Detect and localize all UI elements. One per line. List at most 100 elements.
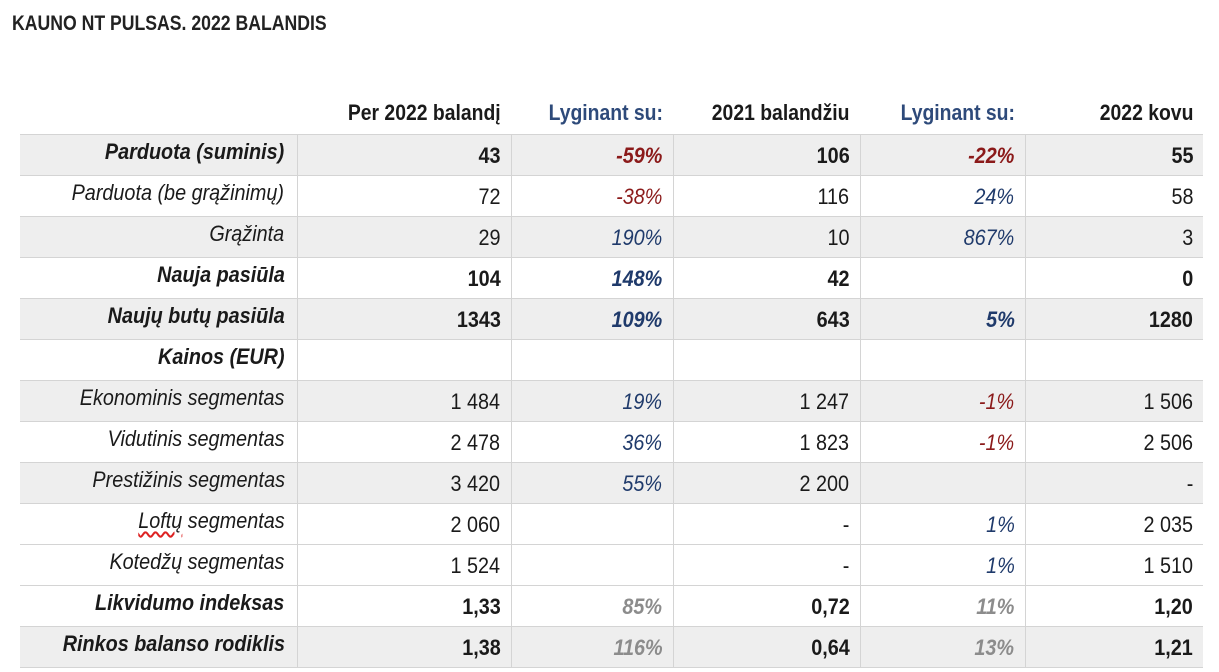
row-label: Vidutinis segmentas: [20, 421, 297, 463]
table-row: Ekonominis segmentas 1 484 19% 1 247 -1%…: [20, 380, 1203, 422]
row-label: Kainos (EUR): [20, 339, 297, 381]
header-2022-march: 2022 kovu: [1099, 100, 1193, 125]
value-2021-april: 643: [672, 298, 860, 340]
row-label: Kotedžų segmentas: [20, 544, 297, 586]
value-2022-april: 29: [296, 216, 511, 258]
change-vs-2021: 109%: [510, 298, 673, 340]
table-row: Nauja pasiūla 104 148% 42 0: [20, 257, 1203, 299]
table-row: Loftų segmentas 2 060 - 1% 2 035: [20, 503, 1203, 545]
change-vs-2021: 148%: [510, 257, 673, 299]
row-label: Prestižinis segmentas: [20, 462, 297, 504]
table-row: Prestižinis segmentas 3 420 55% 2 200 -: [20, 462, 1203, 504]
table-row: Kotedžų segmentas 1 524 - 1% 1 510: [20, 544, 1203, 586]
value-2021-april: [672, 339, 860, 381]
value-2022-march: 1,21: [1024, 626, 1203, 668]
value-2022-april: 72: [296, 175, 511, 217]
value-2021-april: 106: [672, 134, 860, 176]
change-vs-march: 1%: [859, 544, 1025, 586]
row-label: Grąžinta: [20, 216, 297, 258]
value-2022-april: [296, 339, 511, 381]
row-label: Loftų segmentas: [20, 503, 297, 545]
value-2022-april: 2 478: [296, 421, 511, 463]
change-vs-march: -22%: [859, 134, 1025, 176]
change-vs-march: 867%: [859, 216, 1025, 258]
value-2021-april: 2 200: [672, 462, 860, 504]
value-2022-april: 43: [296, 134, 511, 176]
value-2021-april: 1 247: [672, 380, 860, 422]
value-2021-april: 42: [672, 257, 860, 299]
change-vs-2021: [510, 339, 673, 381]
table-row: Kainos (EUR): [20, 339, 1203, 381]
value-2022-march: 3: [1024, 216, 1203, 258]
value-2021-april: 116: [672, 175, 860, 217]
change-vs-march: [859, 339, 1025, 381]
change-vs-2021: 36%: [510, 421, 673, 463]
row-label: Parduota (be grąžinimų): [20, 175, 297, 217]
value-2022-march: 2 506: [1024, 421, 1203, 463]
value-2022-march: 2 035: [1024, 503, 1203, 545]
change-vs-march: 11%: [859, 585, 1025, 627]
change-vs-march: 13%: [859, 626, 1025, 668]
value-2021-april: 1 823: [672, 421, 860, 463]
table-row: Grąžinta 29 190% 10 867% 3: [20, 216, 1203, 258]
change-vs-2021: [510, 503, 673, 545]
change-vs-march: [859, 257, 1025, 299]
value-2021-april: 10: [672, 216, 860, 258]
value-2021-april: 0,64: [672, 626, 860, 668]
value-2022-march: 1 510: [1024, 544, 1203, 586]
value-2022-march: 55: [1024, 134, 1203, 176]
change-vs-march: 5%: [859, 298, 1025, 340]
change-vs-march: [859, 462, 1025, 504]
value-2022-april: 1343: [296, 298, 511, 340]
change-vs-march: 24%: [859, 175, 1025, 217]
change-vs-2021: 19%: [510, 380, 673, 422]
table-row: Parduota (suminis) 43 -59% 106 -22% 55: [20, 134, 1203, 176]
row-label: Likvidumo indeksas: [20, 585, 297, 627]
spellcheck-word: Loftų: [138, 508, 183, 533]
header-per-2022-april: Per 2022 balandį: [348, 100, 501, 125]
value-2022-april: 1,33: [296, 585, 511, 627]
value-2022-march: 1 506: [1024, 380, 1203, 422]
market-pulse-table: Per 2022 balandį Lyginant su: 2021 balan…: [20, 82, 1203, 668]
change-vs-2021: -59%: [510, 134, 673, 176]
row-label: Parduota (suminis): [20, 134, 297, 176]
change-vs-2021: -38%: [510, 175, 673, 217]
table-header-row: Per 2022 balandį Lyginant su: 2021 balan…: [20, 82, 1203, 135]
value-2022-march: 1280: [1024, 298, 1203, 340]
change-vs-march: -1%: [859, 380, 1025, 422]
page-title: KAUNO NT PULSAS. 2022 BALANDIS: [12, 12, 327, 35]
value-2022-april: 1 484: [296, 380, 511, 422]
value-2022-april: 1,38: [296, 626, 511, 668]
value-2022-march: [1024, 339, 1203, 381]
row-label: Ekonominis segmentas: [20, 380, 297, 422]
row-label: Rinkos balanso rodiklis: [20, 626, 297, 668]
value-2021-april: 0,72: [672, 585, 860, 627]
header-compare-1: Lyginant su:: [548, 100, 663, 125]
header-blank: [20, 82, 297, 135]
row-label: Nauja pasiūla: [20, 257, 297, 299]
change-vs-2021: 55%: [510, 462, 673, 504]
change-vs-2021: 85%: [510, 585, 673, 627]
change-vs-2021: [510, 544, 673, 586]
value-2022-march: 1,20: [1024, 585, 1203, 627]
value-2022-april: 1 524: [296, 544, 511, 586]
change-vs-2021: 190%: [510, 216, 673, 258]
change-vs-march: 1%: [859, 503, 1025, 545]
table-row: Vidutinis segmentas 2 478 36% 1 823 -1% …: [20, 421, 1203, 463]
value-2021-april: -: [672, 544, 860, 586]
value-2022-march: 58: [1024, 175, 1203, 217]
value-2022-march: -: [1024, 462, 1203, 504]
header-compare-2: Lyginant su:: [900, 100, 1015, 125]
value-2022-april: 104: [296, 257, 511, 299]
change-vs-march: -1%: [859, 421, 1025, 463]
table-row: Parduota (be grąžinimų) 72 -38% 116 24% …: [20, 175, 1203, 217]
table-row: Likvidumo indeksas 1,33 85% 0,72 11% 1,2…: [20, 585, 1203, 627]
change-vs-2021: 116%: [510, 626, 673, 668]
value-2021-april: -: [672, 503, 860, 545]
table-row: Rinkos balanso rodiklis 1,38 116% 0,64 1…: [20, 626, 1203, 668]
value-2022-april: 2 060: [296, 503, 511, 545]
value-2022-march: 0: [1024, 257, 1203, 299]
value-2022-april: 3 420: [296, 462, 511, 504]
row-label: Naujų butų pasiūla: [20, 298, 297, 340]
table-row: Naujų butų pasiūla 1343 109% 643 5% 1280: [20, 298, 1203, 340]
